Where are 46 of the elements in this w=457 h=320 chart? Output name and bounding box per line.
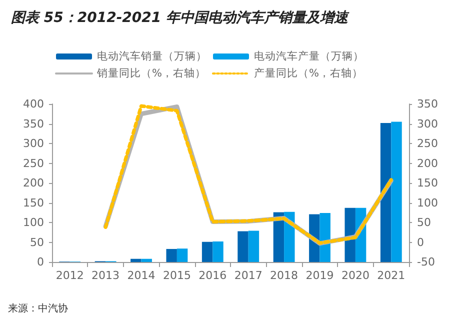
- x-tick-label: 2013: [92, 269, 120, 282]
- y-tick-label: 400: [23, 98, 44, 110]
- y2-tick-label: 0: [417, 236, 424, 249]
- y-tick-label: 150: [23, 196, 44, 210]
- x-tick-label: 2016: [198, 269, 227, 282]
- x-tick-label: 2021: [377, 269, 406, 282]
- x-tick-label: 2015: [162, 269, 191, 282]
- y-tick-label: 250: [23, 156, 44, 170]
- x-tick-label: 2017: [234, 269, 262, 282]
- bar: [391, 122, 402, 262]
- x-tick-label: 2014: [127, 269, 156, 282]
- x-tick-label: 2012: [56, 269, 84, 282]
- source-note: 来源：中汽协: [8, 302, 68, 314]
- chart-title: 图表 55：2012-2021 年中国电动汽车产销量及增速: [11, 9, 350, 26]
- bar: [212, 241, 224, 262]
- legend-label: 电动汽车销量（万辆）: [97, 50, 207, 62]
- bar: [176, 248, 188, 262]
- legend-label: 电动汽车产量（万辆）: [254, 50, 364, 62]
- y-tick-label: 50: [30, 236, 44, 249]
- x-tick-label: 2019: [306, 269, 334, 282]
- y-tick-label: 300: [23, 137, 44, 150]
- y-tick-label: 350: [23, 117, 44, 130]
- y-tick-label: 100: [23, 216, 44, 229]
- bar: [248, 230, 260, 262]
- bar: [130, 258, 142, 262]
- legend-label: 产量同比（%，右轴）: [254, 66, 363, 80]
- x-tick-label: 2018: [270, 269, 298, 282]
- y2-tick-label: 100: [417, 196, 438, 210]
- bar: [202, 242, 213, 262]
- y2-tick-label: 350: [417, 98, 438, 110]
- y2-tick-label: -50: [417, 256, 435, 268]
- bar: [141, 258, 152, 262]
- y2-tick-label: 50: [417, 216, 431, 229]
- y-tick-label: 0: [37, 256, 44, 268]
- bar: [238, 231, 248, 262]
- y2-tick-label: 150: [417, 176, 438, 190]
- y-tick-label: 200: [23, 176, 44, 190]
- y2-tick-label: 250: [417, 137, 438, 150]
- bar: [344, 208, 356, 262]
- y2-tick-label: 300: [417, 117, 438, 130]
- legend-label: 销量同比（%，右轴）: [96, 66, 206, 80]
- x-tick-label: 2020: [341, 269, 370, 282]
- bar: [380, 122, 392, 262]
- bar: [273, 212, 284, 262]
- bar: [166, 248, 177, 262]
- y2-tick-label: 200: [417, 156, 438, 170]
